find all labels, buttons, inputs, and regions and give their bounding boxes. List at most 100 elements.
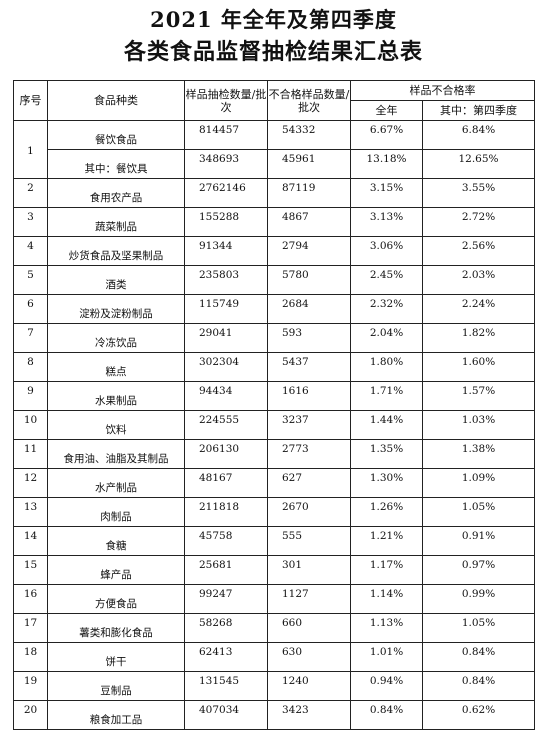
sampled-count: 211818 [184, 497, 268, 527]
rate-year: 1.14% [350, 584, 423, 614]
category-name: 饮料 [47, 410, 185, 440]
rate-year: 6.67% [350, 120, 423, 150]
category-name: 糕点 [47, 352, 185, 382]
rate-q4: 6.84% [422, 120, 535, 150]
table-row: 18 饼干 62413 630 1.01% 0.84% [13, 642, 535, 672]
sampled-count: 131545 [184, 671, 268, 701]
category-name: 豆制品 [47, 671, 185, 701]
rate-q4: 2.03% [422, 265, 535, 295]
rate-q4: 0.97% [422, 555, 535, 585]
row-seq: 14 [13, 526, 48, 556]
row-seq: 6 [13, 294, 48, 324]
report-title-line-2: 各类食品监督抽检结果汇总表 [123, 39, 423, 65]
sampled-count: 62413 [184, 642, 268, 672]
table-row: 13 肉制品 211818 2670 1.26% 1.05% [13, 497, 535, 527]
table-row: 4 炒货食品及坚果制品 91344 2794 3.06% 2.56% [13, 236, 535, 266]
rate-q4: 3.55% [422, 178, 535, 208]
failed-count: 660 [267, 613, 351, 643]
category-name: 食用油、油脂及其制品 [47, 439, 185, 469]
rate-q4: 1.03% [422, 410, 535, 440]
category-name: 粮食加工品 [47, 700, 185, 730]
sampled-count: 235803 [184, 265, 268, 295]
row-seq: 1 [13, 120, 48, 179]
row-seq: 8 [13, 352, 48, 382]
sampled-count: 302304 [184, 352, 268, 382]
rate-year: 1.26% [350, 497, 423, 527]
sampled-count: 25681 [184, 555, 268, 585]
table-row: 10 饮料 224555 3237 1.44% 1.03% [13, 410, 535, 440]
rate-year: 1.35% [350, 439, 423, 469]
row-seq: 18 [13, 642, 48, 672]
rate-year: 13.18% [350, 149, 423, 179]
row-seq: 19 [13, 671, 48, 701]
table-row: 16 方便食品 99247 1127 1.14% 0.99% [13, 584, 535, 614]
rate-q4: 0.84% [422, 642, 535, 672]
rate-year: 1.30% [350, 468, 423, 498]
category-name: 餐饮食品 [47, 120, 185, 150]
rate-year: 2.45% [350, 265, 423, 295]
failed-count: 555 [267, 526, 351, 556]
rate-q4: 2.72% [422, 207, 535, 237]
rate-year: 3.15% [350, 178, 423, 208]
rate-year: 1.44% [350, 410, 423, 440]
rate-year: 1.17% [350, 555, 423, 585]
category-name: 酒类 [47, 265, 185, 295]
rate-q4: 2.56% [422, 236, 535, 266]
failed-count: 4867 [267, 207, 351, 237]
rate-year: 1.01% [350, 642, 423, 672]
report-title-line-1: 2021 年全年及第四季度 [150, 7, 397, 32]
row-seq: 16 [13, 584, 48, 614]
sampled-count: 91344 [184, 236, 268, 266]
rate-q4: 1.82% [422, 323, 535, 353]
category-name: 食糖 [47, 526, 185, 556]
header-sampled: 样品抽检数量/批次 [184, 80, 268, 121]
rate-year: 1.21% [350, 526, 423, 556]
category-name: 冷冻饮品 [47, 323, 185, 353]
category-name: 炒货食品及坚果制品 [47, 236, 185, 266]
row-seq: 3 [13, 207, 48, 237]
category-name: 肉制品 [47, 497, 185, 527]
category-name: 食用农产品 [47, 178, 185, 208]
failed-count: 3423 [267, 700, 351, 730]
sampled-count: 407034 [184, 700, 268, 730]
table-row: 8 糕点 302304 5437 1.80% 1.60% [13, 352, 535, 382]
rate-q4: 0.99% [422, 584, 535, 614]
failed-count: 54332 [267, 120, 351, 150]
failed-count: 627 [267, 468, 351, 498]
table-row: 12 水产制品 48167 627 1.30% 1.09% [13, 468, 535, 498]
sampled-count: 348693 [184, 149, 268, 179]
rate-q4: 1.05% [422, 613, 535, 643]
failed-count: 45961 [267, 149, 351, 179]
rate-q4: 1.05% [422, 497, 535, 527]
category-name: 方便食品 [47, 584, 185, 614]
sampled-count: 155288 [184, 207, 268, 237]
header-seq: 序号 [13, 80, 48, 121]
failed-count: 2773 [267, 439, 351, 469]
failed-count: 5780 [267, 265, 351, 295]
rate-year: 3.13% [350, 207, 423, 237]
rate-year: 1.80% [350, 352, 423, 382]
failed-count: 87119 [267, 178, 351, 208]
rate-q4: 2.24% [422, 294, 535, 324]
rate-q4: 0.62% [422, 700, 535, 730]
table-row: 11 食用油、油脂及其制品 206130 2773 1.35% 1.38% [13, 439, 535, 469]
sampled-count: 2762146 [184, 178, 268, 208]
table-row: 1 餐饮食品 814457 54332 6.67% 6.84% [13, 120, 535, 179]
category-name: 蔬菜制品 [47, 207, 185, 237]
rate-year: 2.04% [350, 323, 423, 353]
row-seq: 5 [13, 265, 48, 295]
rate-q4: 0.91% [422, 526, 535, 556]
rate-year: 3.06% [350, 236, 423, 266]
header-rate-q4: 其中：第四季度 [422, 100, 535, 121]
table-row: 9 水果制品 94434 1616 1.71% 1.57% [13, 381, 535, 411]
sampled-count: 48167 [184, 468, 268, 498]
table-row: 19 豆制品 131545 1240 0.94% 0.84% [13, 671, 535, 701]
rate-q4: 1.38% [422, 439, 535, 469]
header-rate-year: 全年 [350, 100, 423, 121]
category-name: 淀粉及淀粉制品 [47, 294, 185, 324]
row-seq: 20 [13, 700, 48, 730]
sampled-count: 99247 [184, 584, 268, 614]
table-row: 20 粮食加工品 407034 3423 0.84% 0.62% [13, 700, 535, 730]
failed-count: 1616 [267, 381, 351, 411]
failed-count: 2670 [267, 497, 351, 527]
